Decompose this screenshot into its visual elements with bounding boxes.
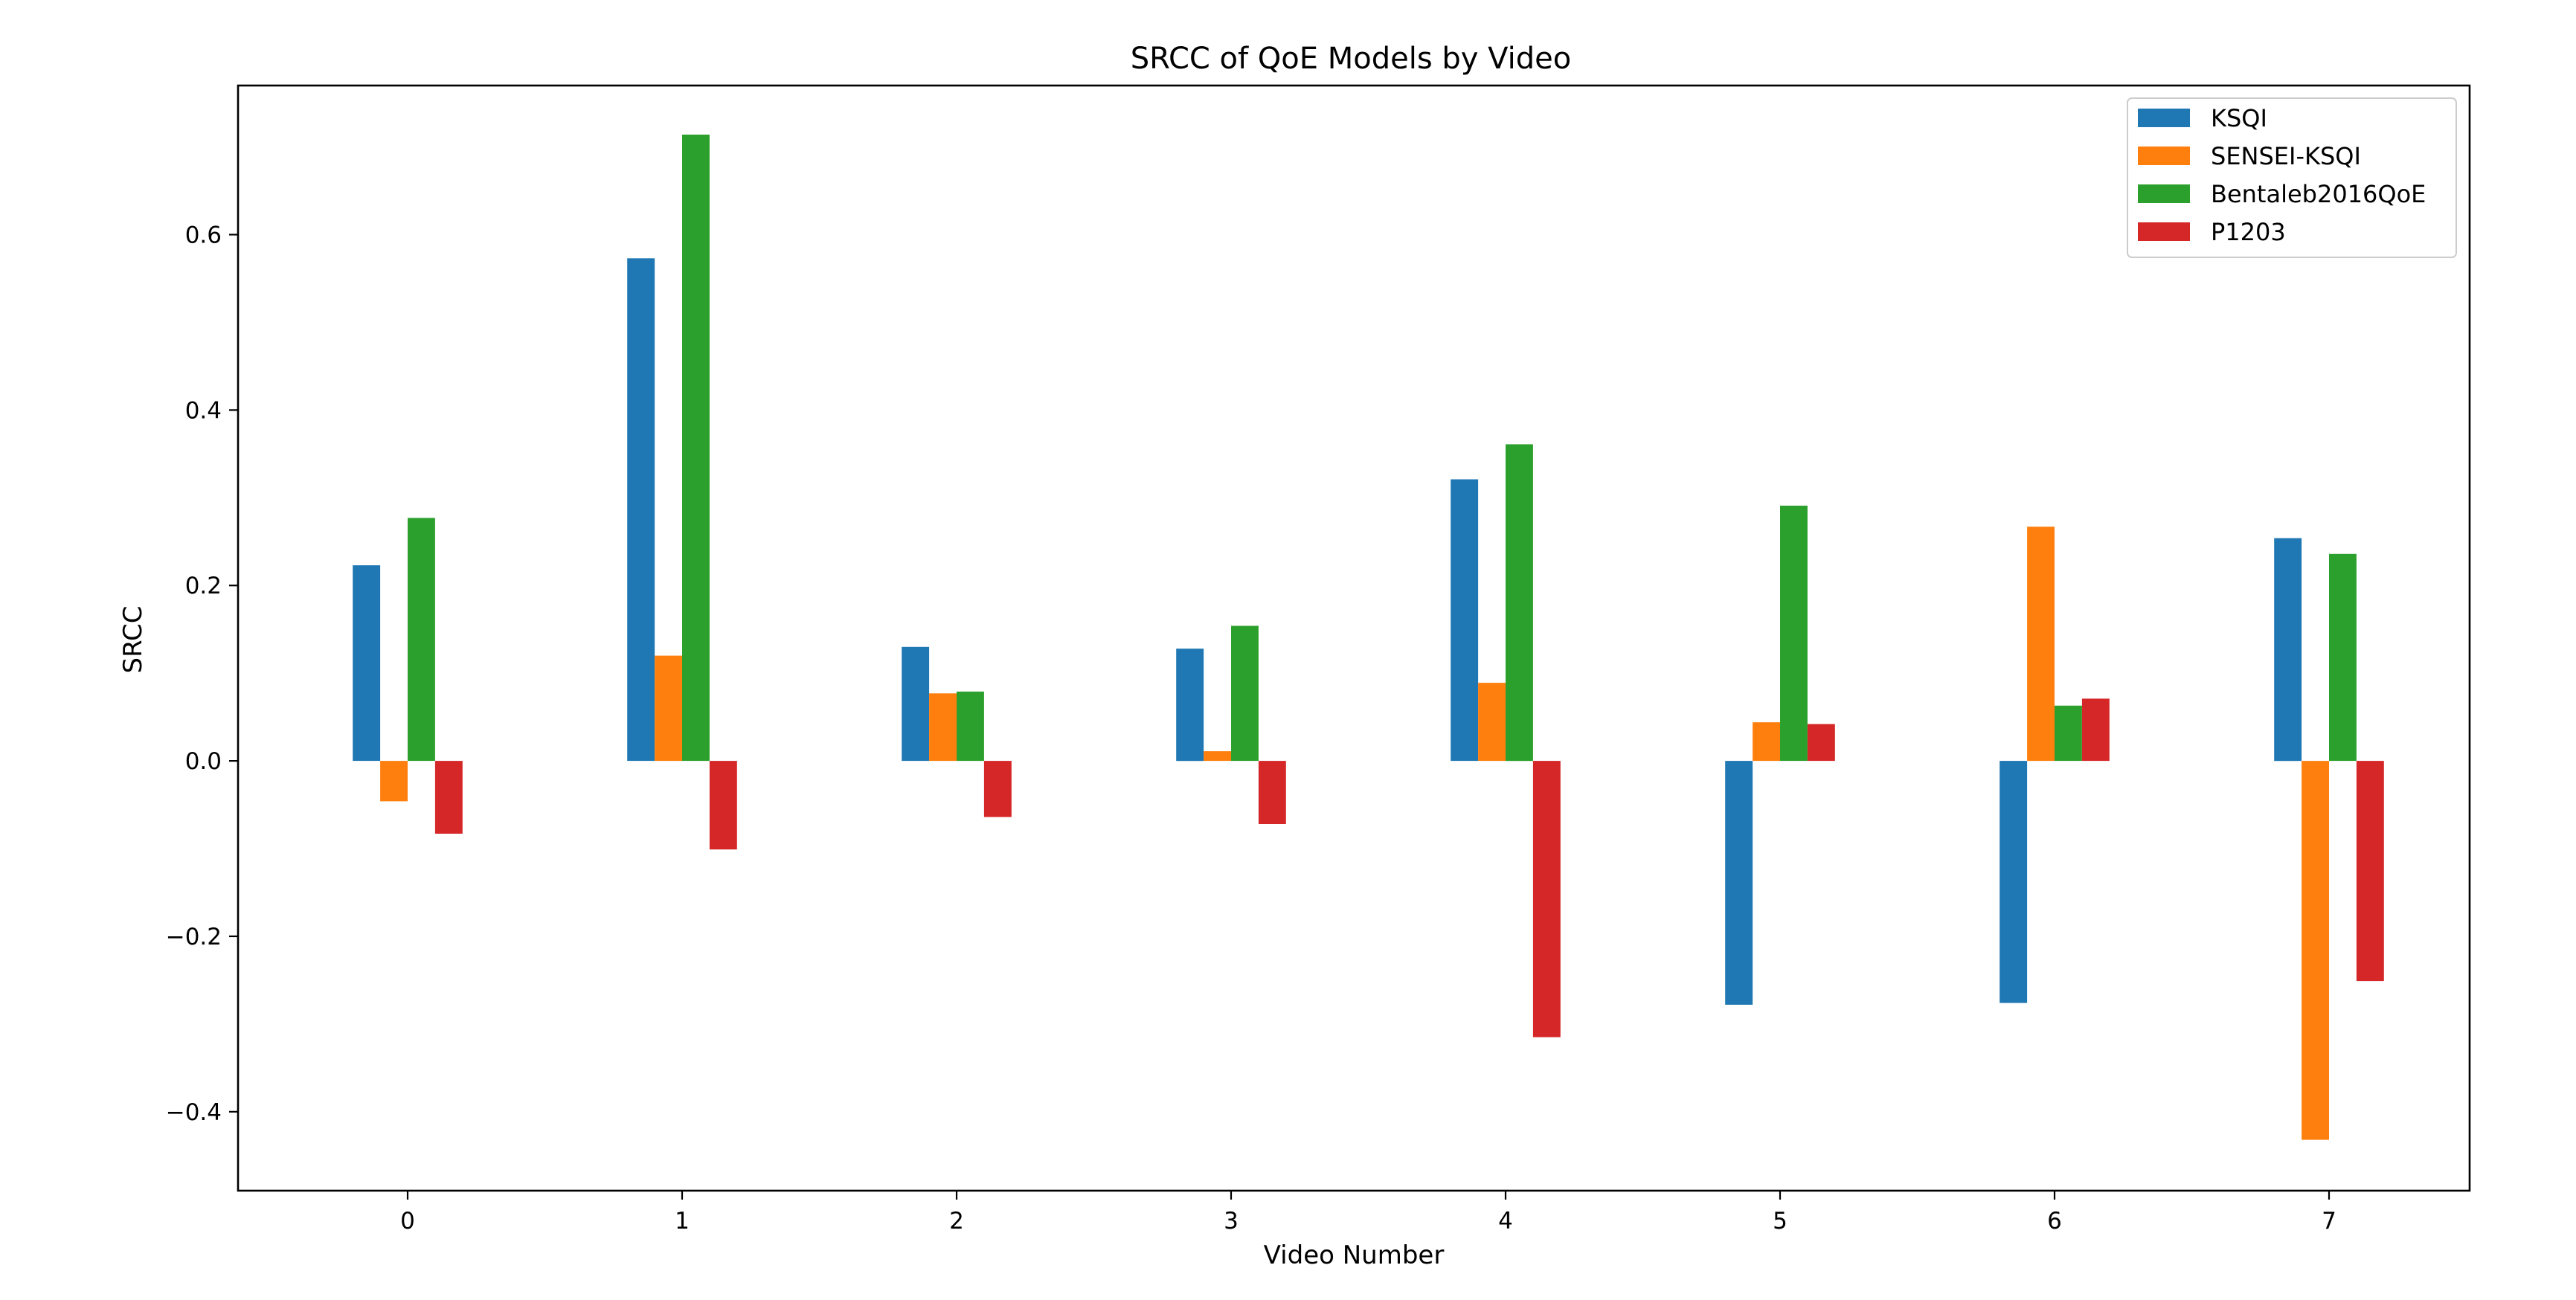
y-axis-title: SRCC	[118, 606, 148, 674]
bar-p1203-video-4	[1532, 761, 1561, 1037]
bar-p1203-video-0	[434, 761, 463, 834]
bar-ksqi-video-6	[2000, 761, 2028, 1003]
legend-box	[2127, 97, 2457, 258]
plot-frame	[237, 84, 2471, 1192]
bar-p1203-video-2	[983, 761, 1012, 817]
legend-label-p1203: P1203	[2211, 218, 2286, 246]
bar-bentaleb2016qoe-video-4	[1506, 444, 1533, 762]
bar-bentaleb2016qoe-video-2	[957, 691, 984, 762]
bar-ksqi-video-2	[902, 646, 930, 762]
bar-ksqi-video-5	[1725, 761, 1753, 1005]
x-tick-label: 0	[400, 1208, 415, 1235]
x-tick-label: 2	[949, 1208, 964, 1235]
x-tick-label: 4	[1498, 1208, 1513, 1235]
bar-p1203-video-1	[709, 761, 737, 850]
legend-label-sensei-ksqi: SENSEI-KSQI	[2211, 142, 2361, 170]
chart-title: SRCC of QoE Models by Video	[1131, 42, 1571, 76]
legend-swatch-ksqi	[2138, 109, 2190, 127]
legend-swatch-sensei-ksqi	[2138, 147, 2190, 165]
legend-swatch-p1203	[2138, 222, 2190, 241]
bar-bentaleb2016qoe-video-6	[2055, 705, 2082, 762]
bar-p1203-video-6	[2081, 698, 2110, 762]
bar-p1203-video-5	[1807, 724, 1835, 762]
x-tick-label: 7	[2322, 1208, 2336, 1235]
bar-sensei-ksqi-video-2	[929, 693, 957, 762]
bars-group	[353, 135, 2384, 1140]
bar-bentaleb2016qoe-video-1	[682, 135, 710, 762]
bar-sensei-ksqi-video-1	[655, 655, 682, 762]
y-tick-label: 0.2	[185, 573, 222, 599]
bar-sensei-ksqi-video-4	[1478, 683, 1506, 762]
bar-ksqi-video-7	[2274, 538, 2302, 762]
bar-bentaleb2016qoe-video-5	[1780, 505, 1808, 762]
bar-sensei-ksqi-video-0	[380, 761, 408, 802]
y-tick-label: 0.4	[185, 397, 222, 424]
x-axis: 0 1 2 3 4 5 6 7	[400, 1191, 2336, 1235]
legend: KSQI SENSEI-KSQI Bentaleb2016QoE P1203	[2127, 97, 2457, 258]
y-axis: −0.4 −0.2 0.0 0.2 0.4 0.6	[166, 222, 238, 1126]
x-axis-title: Video Number	[1264, 1241, 1445, 1270]
y-tick-label: 0.0	[185, 748, 222, 775]
bar-p1203-video-3	[1258, 761, 1286, 824]
bar-ksqi-video-0	[353, 565, 381, 762]
legend-label-bentaleb2016qoe: Bentaleb2016QoE	[2211, 180, 2426, 208]
x-tick-label: 3	[1224, 1208, 1239, 1235]
bar-ksqi-video-1	[627, 258, 655, 762]
x-tick-label: 6	[2047, 1208, 2062, 1235]
bar-sensei-ksqi-video-6	[2027, 527, 2055, 762]
legend-swatch-bentaleb2016qoe	[2138, 184, 2190, 203]
bar-sensei-ksqi-video-7	[2302, 761, 2329, 1140]
bar-sensei-ksqi-video-5	[1753, 722, 1780, 762]
y-tick-label: −0.4	[166, 1099, 222, 1126]
bar-bentaleb2016qoe-video-7	[2329, 553, 2357, 762]
x-tick-label: 5	[1773, 1208, 1788, 1235]
bar-ksqi-video-3	[1176, 649, 1204, 762]
bar-sensei-ksqi-video-3	[1204, 751, 1231, 762]
bar-bentaleb2016qoe-video-0	[408, 518, 435, 762]
bar-ksqi-video-4	[1451, 479, 1479, 762]
bar-bentaleb2016qoe-video-3	[1231, 625, 1259, 762]
x-tick-label: 1	[675, 1208, 690, 1235]
legend-label-ksqi: KSQI	[2211, 104, 2267, 132]
y-tick-label: −0.2	[166, 924, 222, 950]
bar-p1203-video-7	[2356, 761, 2384, 982]
y-tick-label: 0.6	[185, 222, 222, 248]
